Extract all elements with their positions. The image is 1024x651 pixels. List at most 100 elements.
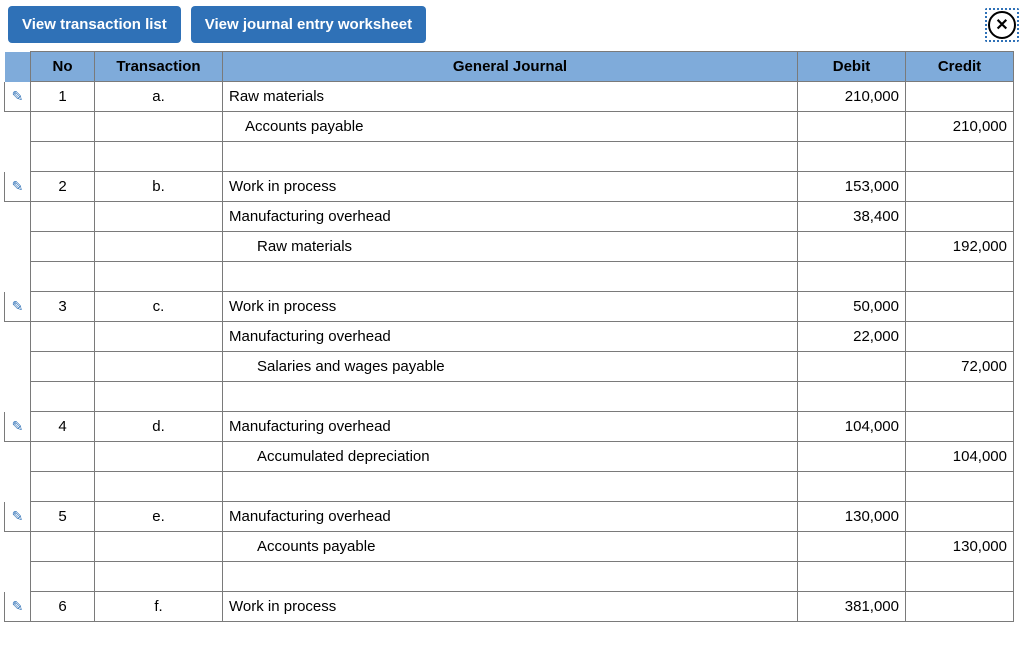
account-cell: Manufacturing overhead: [223, 412, 798, 442]
debit-cell: 210,000: [798, 82, 906, 112]
debit-cell: [798, 442, 906, 472]
no-cell: [31, 532, 95, 562]
table-row: [5, 472, 1014, 502]
edit-cell[interactable]: ✎: [5, 292, 31, 322]
edit-cell[interactable]: ✎: [5, 412, 31, 442]
no-cell: 3: [31, 292, 95, 322]
credit-cell: [906, 592, 1014, 622]
table-row: Accounts payable130,000: [5, 532, 1014, 562]
edit-cell: [5, 442, 31, 472]
pencil-icon[interactable]: ✎: [12, 508, 24, 525]
view-transaction-list-button[interactable]: View transaction list: [8, 6, 181, 43]
debit-cell: [798, 532, 906, 562]
transaction-cell: [95, 262, 223, 292]
account-cell: Manufacturing overhead: [223, 322, 798, 352]
transaction-cell: [95, 532, 223, 562]
pencil-icon[interactable]: ✎: [12, 298, 24, 315]
no-cell: [31, 562, 95, 592]
header-transaction: Transaction: [95, 52, 223, 82]
table-row: [5, 142, 1014, 172]
transaction-cell: [95, 322, 223, 352]
transaction-cell: [95, 562, 223, 592]
table-row: [5, 562, 1014, 592]
transaction-cell: [95, 202, 223, 232]
table-row: [5, 262, 1014, 292]
account-cell: Work in process: [223, 292, 798, 322]
transaction-cell: e.: [95, 502, 223, 532]
credit-cell: [906, 262, 1014, 292]
no-cell: 6: [31, 592, 95, 622]
edit-cell: [5, 202, 31, 232]
pencil-icon[interactable]: ✎: [12, 418, 24, 435]
transaction-cell: [95, 352, 223, 382]
view-journal-entry-button[interactable]: View journal entry worksheet: [191, 6, 426, 43]
header-general-journal: General Journal: [223, 52, 798, 82]
edit-cell: [5, 532, 31, 562]
transaction-cell: [95, 112, 223, 142]
table-row: ✎5e.Manufacturing overhead130,000: [5, 502, 1014, 532]
debit-cell: 153,000: [798, 172, 906, 202]
edit-cell[interactable]: ✎: [5, 502, 31, 532]
no-cell: 5: [31, 502, 95, 532]
table-row: ✎4d.Manufacturing overhead104,000: [5, 412, 1014, 442]
debit-cell: 130,000: [798, 502, 906, 532]
credit-cell: [906, 172, 1014, 202]
no-cell: [31, 262, 95, 292]
credit-cell: [906, 472, 1014, 502]
debit-cell: 50,000: [798, 292, 906, 322]
debit-cell: [798, 352, 906, 382]
debit-cell: [798, 262, 906, 292]
credit-cell: 72,000: [906, 352, 1014, 382]
debit-cell: [798, 112, 906, 142]
credit-cell: 210,000: [906, 112, 1014, 142]
transaction-cell: [95, 472, 223, 502]
pencil-icon[interactable]: ✎: [12, 598, 24, 615]
transaction-cell: a.: [95, 82, 223, 112]
transaction-cell: [95, 142, 223, 172]
debit-cell: [798, 232, 906, 262]
credit-cell: [906, 382, 1014, 412]
header-edit: [5, 52, 31, 82]
table-row: ✎3c.Work in process50,000: [5, 292, 1014, 322]
edit-cell: [5, 472, 31, 502]
credit-cell: 192,000: [906, 232, 1014, 262]
account-cell: Accounts payable: [223, 532, 798, 562]
table-row: Salaries and wages payable72,000: [5, 352, 1014, 382]
header-credit: Credit: [906, 52, 1014, 82]
close-button[interactable]: ✕: [988, 11, 1016, 39]
no-cell: [31, 442, 95, 472]
no-cell: 2: [31, 172, 95, 202]
edit-cell: [5, 322, 31, 352]
table-row: Accumulated depreciation104,000: [5, 442, 1014, 472]
edit-cell: [5, 382, 31, 412]
edit-cell: [5, 262, 31, 292]
table-row: ✎6f.Work in process381,000: [5, 592, 1014, 622]
account-cell: Accounts payable: [223, 112, 798, 142]
credit-cell: [906, 82, 1014, 112]
pencil-icon[interactable]: ✎: [12, 178, 24, 195]
close-icon: ✕: [995, 15, 1008, 35]
credit-cell: [906, 562, 1014, 592]
journal-table: No Transaction General Journal Debit Cre…: [4, 51, 1014, 622]
account-cell: [223, 142, 798, 172]
table-row: ✎1a.Raw materials210,000: [5, 82, 1014, 112]
edit-cell[interactable]: ✎: [5, 172, 31, 202]
transaction-cell: [95, 232, 223, 262]
account-cell: Work in process: [223, 172, 798, 202]
table-row: ✎ 2b.Work in process153,000: [5, 172, 1014, 202]
account-cell: [223, 562, 798, 592]
credit-cell: 104,000: [906, 442, 1014, 472]
table-row: [5, 382, 1014, 412]
credit-cell: [906, 322, 1014, 352]
edit-cell: [5, 562, 31, 592]
edit-cell: [5, 142, 31, 172]
debit-cell: [798, 562, 906, 592]
debit-cell: 22,000: [798, 322, 906, 352]
pencil-icon[interactable]: ✎: [12, 88, 24, 105]
debit-cell: 38,400: [798, 202, 906, 232]
transaction-cell: b.: [95, 172, 223, 202]
edit-cell[interactable]: ✎: [5, 592, 31, 622]
edit-cell[interactable]: ✎: [5, 82, 31, 112]
edit-cell: [5, 352, 31, 382]
no-cell: [31, 352, 95, 382]
